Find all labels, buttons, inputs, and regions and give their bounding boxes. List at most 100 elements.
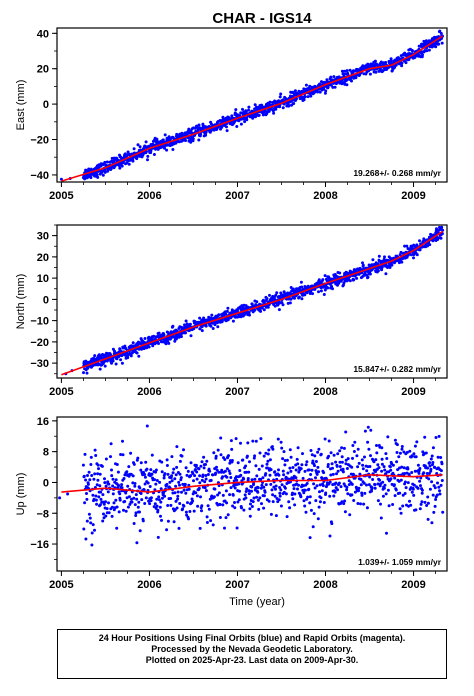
up-point <box>412 452 416 456</box>
up-point <box>154 482 158 486</box>
up-point <box>107 511 111 515</box>
up-point <box>278 494 282 498</box>
up-point <box>418 479 422 483</box>
up-point <box>335 472 338 476</box>
up-point <box>208 469 212 473</box>
up-point <box>146 481 150 485</box>
up-point <box>307 487 311 491</box>
up-point <box>223 526 226 530</box>
up-point <box>437 485 441 489</box>
up-point <box>319 496 323 500</box>
up-point <box>230 447 234 451</box>
up-point <box>279 488 283 492</box>
up-point <box>347 479 351 483</box>
north-plot-frame <box>56 224 448 379</box>
up-point <box>380 446 384 450</box>
up-point <box>427 477 431 481</box>
north-point <box>259 309 263 313</box>
up-point <box>192 479 195 483</box>
east-point <box>120 164 124 168</box>
up-point <box>229 486 233 490</box>
up-point <box>395 451 399 454</box>
north-x-tick-label: 2007 <box>225 386 249 398</box>
up-point <box>191 472 195 475</box>
north-point <box>164 342 168 346</box>
up-point <box>276 437 280 441</box>
up-point <box>242 508 246 512</box>
up-point <box>98 472 102 476</box>
up-point <box>391 463 395 467</box>
up-point <box>255 495 259 499</box>
up-point <box>327 439 331 443</box>
up-x-tick-label: 2008 <box>313 579 337 591</box>
up-point <box>359 483 363 487</box>
up-point <box>430 521 434 525</box>
east-point <box>345 69 349 73</box>
north-point <box>303 293 307 297</box>
up-point <box>100 464 104 468</box>
north-point <box>231 319 235 323</box>
up-point <box>204 474 208 477</box>
up-point <box>191 499 195 503</box>
up-point <box>135 541 139 545</box>
north-point <box>441 222 444 225</box>
up-point <box>323 437 327 441</box>
up-point <box>378 484 382 488</box>
east-point <box>261 113 265 117</box>
east-point <box>427 48 431 52</box>
up-point <box>394 488 398 492</box>
up-point <box>314 460 318 463</box>
north-point <box>361 261 364 265</box>
east-point <box>268 100 272 104</box>
up-point <box>200 460 204 464</box>
up-point <box>348 513 352 517</box>
up-point <box>112 501 116 505</box>
up-point <box>296 462 300 466</box>
up-point <box>294 468 298 472</box>
up-point <box>115 505 119 509</box>
east-point <box>295 97 298 101</box>
east-x-tick-label: 2006 <box>137 190 161 202</box>
up-point <box>309 473 313 476</box>
up-point <box>418 507 422 511</box>
up-point <box>247 489 251 493</box>
up-point <box>433 486 437 490</box>
up-point <box>386 488 390 492</box>
east-point <box>350 79 353 83</box>
up-point <box>262 485 266 489</box>
up-point <box>166 504 170 507</box>
north-point <box>317 278 321 282</box>
up-point <box>318 490 321 494</box>
north-point <box>275 291 279 295</box>
up-point <box>342 446 346 450</box>
up-point <box>66 492 70 496</box>
up-point <box>439 469 443 473</box>
up-point <box>250 485 254 489</box>
up-point <box>182 448 185 452</box>
north-point <box>167 341 171 345</box>
up-point <box>404 486 408 490</box>
up-point <box>383 483 387 487</box>
east-point <box>239 122 243 126</box>
up-point <box>293 492 297 496</box>
up-point <box>144 460 148 464</box>
north-point <box>281 303 285 307</box>
up-point <box>90 531 94 535</box>
north-point <box>409 253 413 257</box>
east-point <box>354 76 358 80</box>
east-y-tick-label: 20 <box>37 64 49 76</box>
up-point <box>96 478 100 482</box>
up-point <box>385 531 388 535</box>
north-point <box>355 276 359 280</box>
up-point <box>86 474 89 477</box>
up-point <box>344 430 348 434</box>
east-point <box>101 173 105 177</box>
up-point <box>160 518 163 522</box>
north-point <box>297 295 301 299</box>
north-point <box>380 268 384 272</box>
north-point <box>368 272 372 276</box>
up-point <box>369 428 373 432</box>
north-point <box>253 308 257 312</box>
up-point <box>295 457 299 461</box>
up-point <box>240 506 243 510</box>
